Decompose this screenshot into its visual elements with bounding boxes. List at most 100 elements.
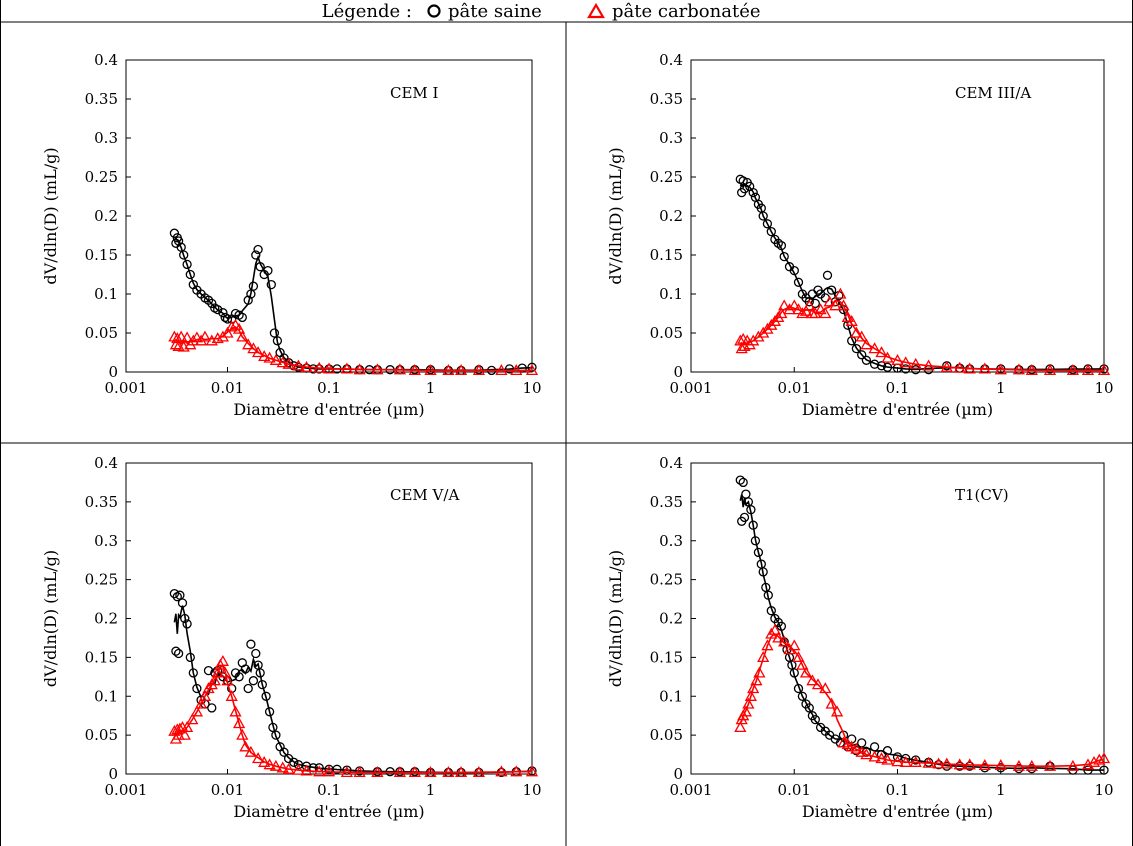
x-tick-label: 0.001 (105, 781, 148, 799)
data-point-saine (171, 646, 181, 656)
data-point-carbonatee (750, 674, 763, 686)
y-tick-label: 0.05 (85, 324, 118, 342)
data-point-saine (251, 250, 261, 260)
data-point-carbonatee (263, 351, 276, 363)
data-point-saine (857, 738, 867, 748)
data-point-carbonatee (799, 666, 813, 678)
data-point-carbonatee (211, 666, 224, 678)
data-point-carbonatee (269, 759, 283, 771)
data-point-carbonatee (940, 757, 953, 769)
data-point-saine (911, 365, 921, 375)
data-point-saine (746, 505, 756, 515)
data-point-carbonatee (1093, 753, 1106, 765)
y-tick-label: 0.15 (650, 246, 683, 264)
y-tick-label: 0.35 (85, 90, 118, 108)
data-point-carbonatee (837, 299, 850, 311)
data-point-carbonatee (899, 356, 912, 368)
y-tick-label: 0.05 (85, 726, 118, 744)
data-point-carbonatee (834, 287, 847, 299)
data-point-saine (748, 520, 758, 530)
data-point-carbonatee (891, 755, 904, 767)
data-point-saine (243, 683, 253, 694)
data-point-carbonatee (258, 755, 271, 767)
data-point-carbonatee (1043, 759, 1057, 771)
data-point-saine (272, 336, 283, 346)
data-point-saine (173, 648, 184, 659)
data-point-saine (248, 676, 259, 686)
y-tick-label: 0.35 (650, 90, 683, 108)
data-point-carbonatee (495, 364, 508, 376)
data-point-carbonatee (340, 766, 354, 778)
data-point-saine (169, 588, 180, 599)
data-point-carbonatee (219, 666, 232, 678)
data-point-saine (279, 747, 289, 757)
data-point-carbonatee (868, 750, 881, 762)
data-point-carbonatee (953, 758, 966, 770)
data-point-carbonatee (172, 728, 185, 740)
data-point-saine (748, 187, 758, 198)
y-tick-label: 0.2 (659, 610, 683, 628)
data-point-carbonatee (753, 666, 766, 678)
legend: Légende : pâte saine pâte carbonatée (322, 1, 761, 22)
x-tick-label: 0.001 (670, 781, 713, 799)
data-point-saine (257, 679, 267, 690)
data-point-carbonatee (239, 740, 252, 752)
data-point-carbonatee (860, 748, 873, 760)
y-tick-label: 0.3 (659, 532, 683, 550)
data-point-saine (766, 226, 776, 237)
data-point-carbonatee (495, 765, 508, 777)
data-point-carbonatee (371, 766, 384, 778)
data-point-carbonatee (180, 331, 194, 343)
data-point-carbonatee (340, 362, 354, 374)
x-tick-label: 0.01 (211, 781, 244, 799)
data-point-carbonatee (734, 721, 747, 733)
plot-area (125, 59, 533, 373)
data-point-saine (741, 489, 751, 499)
data-point-saine (289, 757, 299, 767)
data-point-carbonatee (830, 705, 844, 717)
data-point-saine (182, 619, 192, 629)
data-point-carbonatee (765, 627, 778, 639)
y-tick-label: 0.35 (85, 493, 118, 511)
data-point-saine (789, 265, 799, 276)
x-axis-label: Diamètre d'entrée (µm) (802, 802, 993, 821)
data-point-carbonatee (525, 364, 539, 376)
data-point-carbonatee (424, 364, 437, 376)
series-line-saine (739, 182, 1105, 371)
data-point-saine (826, 285, 837, 295)
x-tick-label: 10 (522, 781, 541, 799)
data-point-carbonatee (169, 338, 183, 350)
panels: 0 0.05 0.1 0.15 0.2 0.25 0.3 0.35 0.4 0.001 0.01 0.… (41, 51, 1114, 821)
data-point-saine (504, 364, 515, 374)
x-axis-label: Diamètre d'entrée (µm) (233, 802, 424, 821)
data-point-carbonatee (510, 364, 523, 376)
data-point-carbonatee (792, 651, 805, 663)
data-point-carbonatee (757, 651, 770, 663)
data-point-saine (804, 297, 814, 307)
data-point-saine (901, 364, 911, 374)
data-point-carbonatee (806, 674, 819, 686)
data-point-carbonatee (796, 658, 809, 670)
y-tick-label: 0 (108, 765, 118, 783)
data-point-saine (758, 567, 768, 577)
data-point-carbonatee (168, 330, 181, 342)
data-point-saine (207, 298, 217, 309)
data-point-carbonatee (408, 766, 421, 778)
data-point-carbonatee (739, 705, 753, 717)
y-tick-label: 0 (673, 363, 683, 381)
y-tick-label: 0.4 (659, 51, 683, 69)
data-point-saine (753, 547, 764, 558)
data-point-saine (237, 312, 247, 323)
y-tick-label: 0.1 (94, 687, 118, 705)
data-point-saine (177, 598, 188, 608)
data-point-carbonatee (788, 299, 801, 311)
y-tick-label: 0.4 (659, 454, 683, 472)
data-point-saine (766, 606, 776, 616)
data-point-carbonatee (300, 360, 313, 372)
data-point-carbonatee (1025, 759, 1038, 771)
data-point-carbonatee (922, 756, 935, 768)
data-point-carbonatee (803, 299, 816, 311)
y-axis-label: dV/dln(D) (mL/g) (606, 550, 625, 687)
y-tick-label: 0.25 (650, 571, 683, 589)
